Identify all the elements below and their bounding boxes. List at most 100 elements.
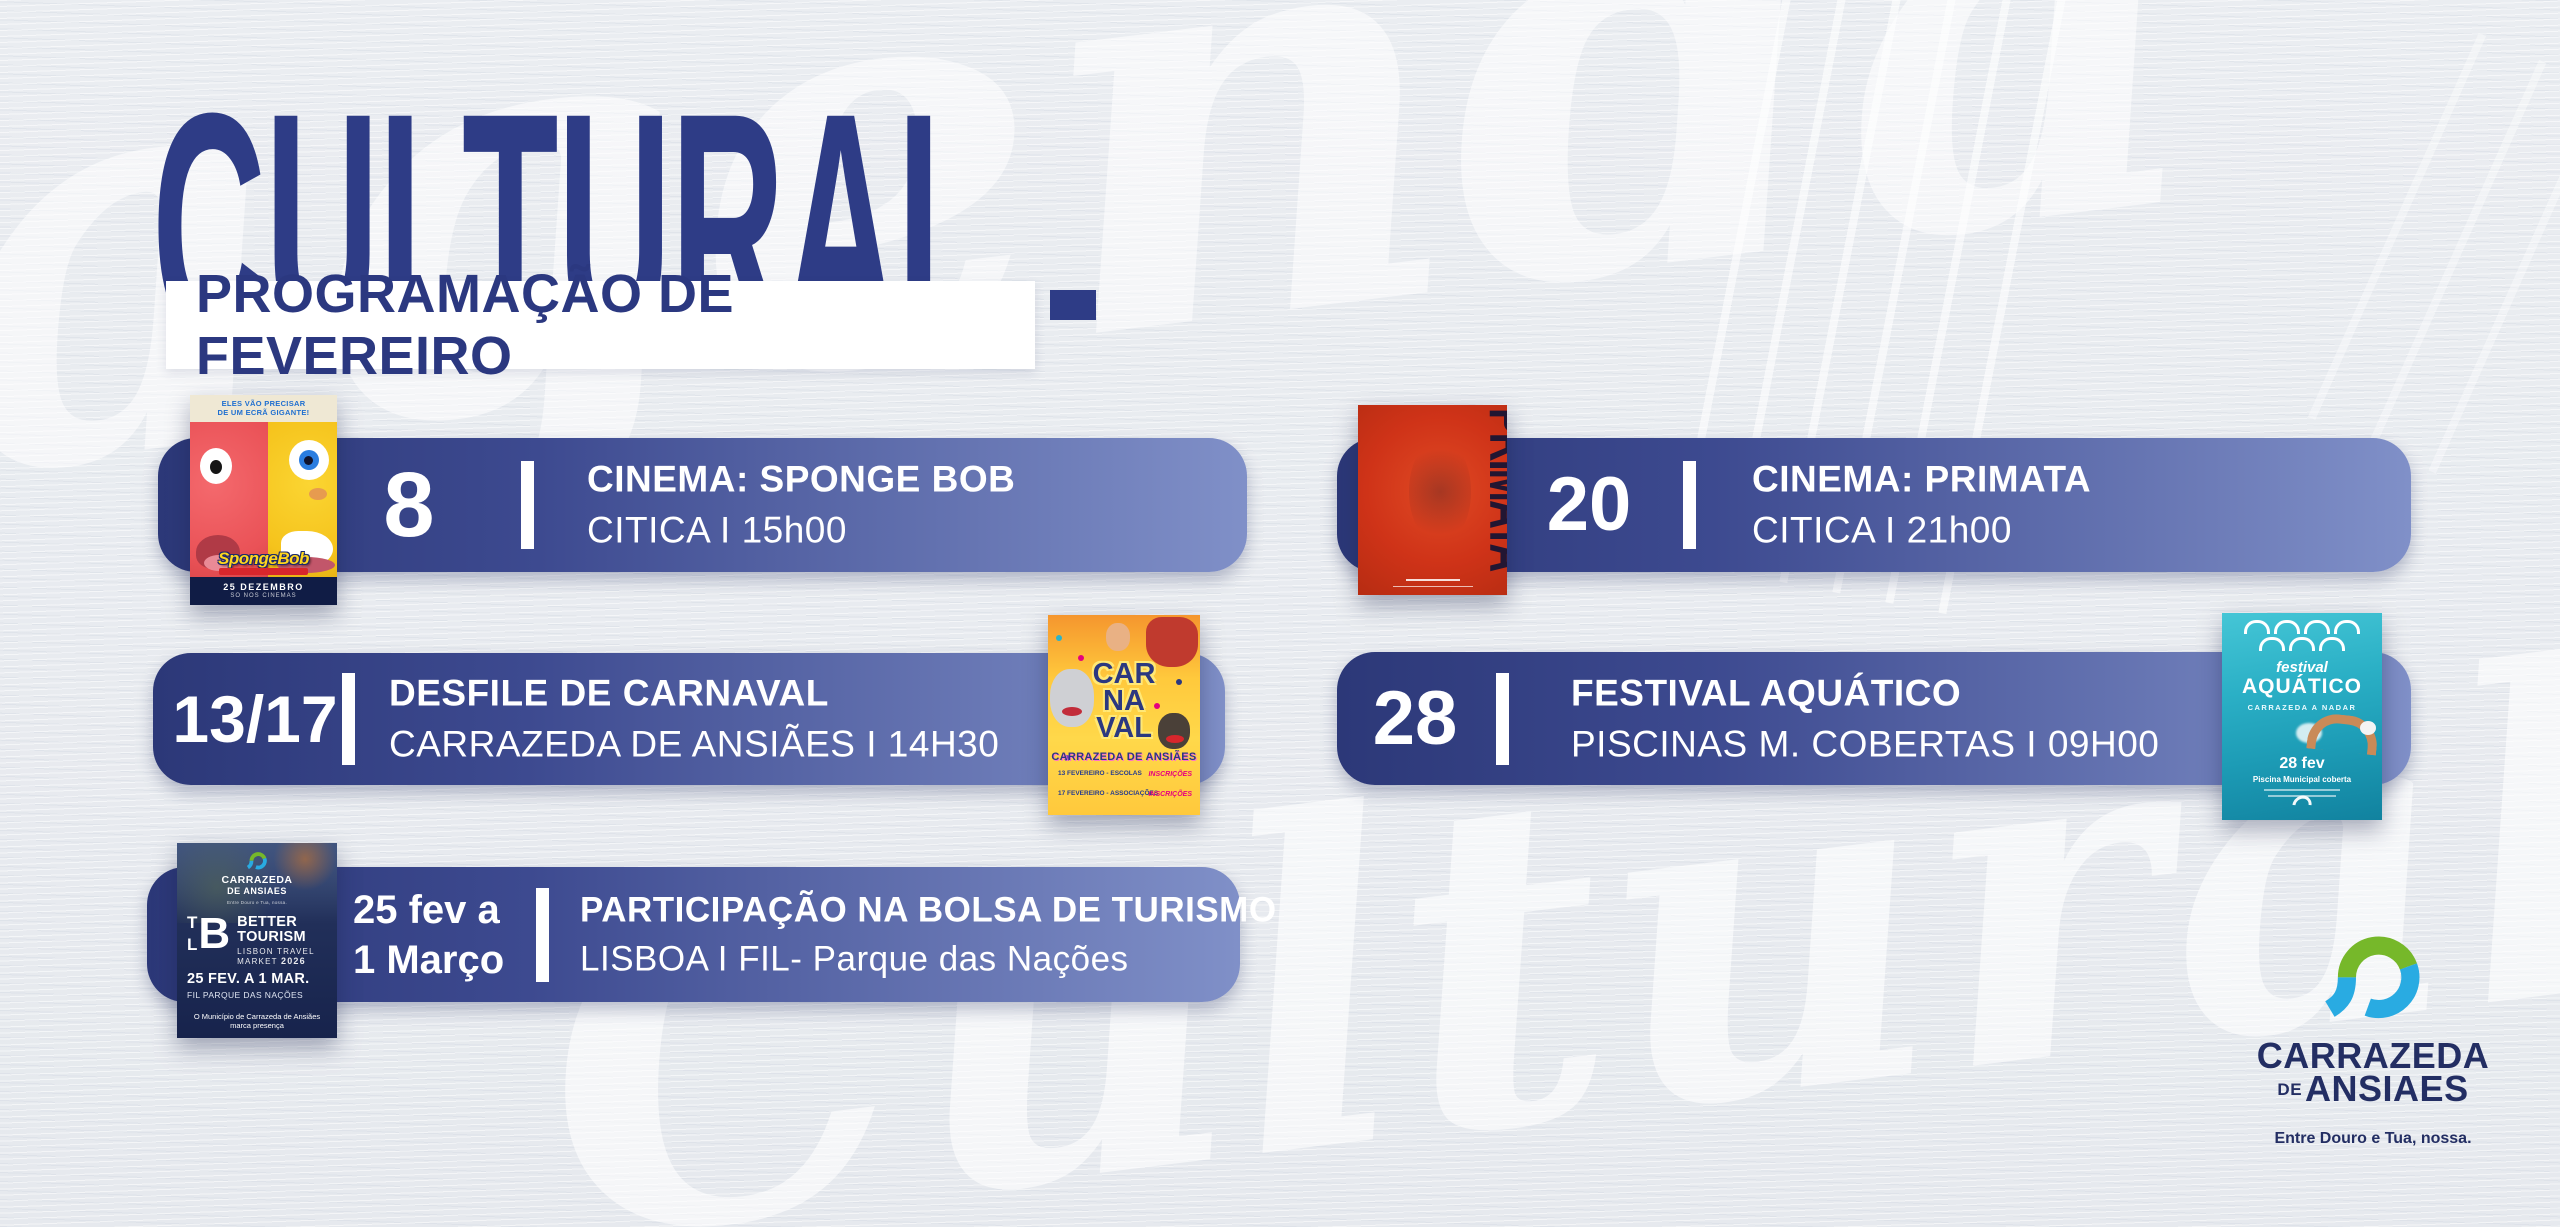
spongebob-logo-text: SpongeBob bbox=[218, 549, 309, 568]
poster-festival-aquatico: festival AQUÁTICO CARRAZEDA A NADAR 28 f… bbox=[2222, 613, 2382, 820]
carnaval-mask-dark bbox=[1158, 713, 1190, 749]
carnaval-title-val: VAL bbox=[1096, 712, 1152, 744]
aquatico-festival-word: festival bbox=[2276, 659, 2328, 676]
btl-letter-l: L bbox=[187, 935, 198, 954]
btl-footer: O Município de Carrazeda de Ansiães marc… bbox=[177, 1012, 337, 1030]
primata-monkey-shadow bbox=[1408, 439, 1472, 544]
poster-btl: CARRAZEDA DE ANSIAES Entre Douro e Tua, … bbox=[177, 843, 337, 1038]
event-date: 13/17 bbox=[172, 682, 338, 756]
primata-title-vertical: PRIMATA bbox=[1476, 407, 1507, 571]
poster-sponge-tagline: ELES VÃO PRECISAR DE UM ECRÃ GIGANTE! bbox=[190, 395, 337, 426]
event-title: CINEMA: SPONGE BOB bbox=[587, 458, 1016, 500]
separator-bar bbox=[1496, 672, 1509, 765]
event-details: CARRAZEDA DE ANSIÃES I 14H30 bbox=[389, 723, 1000, 765]
carnaval-title-car: CAR bbox=[1092, 658, 1156, 690]
aquatico-subtitle: CARRAZEDA A NADAR bbox=[2247, 703, 2357, 712]
btl-photo-background bbox=[177, 843, 337, 923]
poster-sponge-tagline-line1: ELES VÃO PRECISAR bbox=[221, 399, 306, 408]
brand-name-ansiaes: DEANSIAES bbox=[2250, 1071, 2496, 1107]
confetti-dot bbox=[1154, 703, 1160, 709]
wave-pattern bbox=[2226, 619, 2378, 653]
btl-org-tagline: Entre Douro e Tua, nossa. bbox=[226, 900, 288, 905]
btl-letter-t: T bbox=[187, 913, 198, 932]
event-text: FESTIVAL AQUÁTICO PISCINAS M. COBERTAS I… bbox=[1571, 672, 2159, 765]
aquatico-title: AQUÁTICO bbox=[2242, 675, 2362, 698]
event-details: CITICA I 21h00 bbox=[1752, 509, 2012, 551]
spongebob-pupil bbox=[304, 456, 313, 465]
subtitle-box: PROGRAMAÇÃO DE FEVEREIRO bbox=[166, 264, 1035, 386]
confetti-dot bbox=[1056, 635, 1062, 641]
municipality-logo: CARRAZEDA DEANSIAES Entre Douro e Tua, n… bbox=[2250, 932, 2496, 1148]
confetti-dot bbox=[1176, 679, 1182, 685]
swimmer-illustration bbox=[2296, 709, 2380, 756]
event-title: CINEMA: PRIMATA bbox=[1752, 458, 2092, 500]
carnaval-mask-grey bbox=[1050, 669, 1094, 727]
btl-org-name2: DE ANSIAES bbox=[227, 886, 287, 896]
subtitle-text: PROGRAMAÇÃO DE FEVEREIRO bbox=[196, 264, 735, 386]
event-date-line2: 1 Março bbox=[353, 937, 505, 982]
btl-dates: 25 FEV. A 1 MAR. bbox=[187, 971, 310, 987]
poster-sponge-footer: 25 DEZEMBRO SÓ NOS CINEMAS bbox=[190, 577, 337, 605]
confetti-dot bbox=[1064, 755, 1070, 761]
carrazeda-logo-icon bbox=[2324, 936, 2420, 1019]
separator-bar bbox=[342, 673, 355, 765]
carnaval-venue: CARRAZEDA DE ANSIÃES bbox=[1051, 751, 1197, 763]
event-date: 20 bbox=[1546, 462, 1632, 547]
patrick-pupil bbox=[210, 460, 222, 474]
btl-better: BETTER bbox=[237, 914, 297, 930]
event-date: 25 fev a 1 Março bbox=[353, 885, 553, 985]
poster-sponge-cinemas: SÓ NOS CINEMAS bbox=[230, 593, 297, 599]
aquatico-venue: Piscina Municipal coberta bbox=[2252, 775, 2352, 784]
spongebob-cheek bbox=[309, 488, 327, 500]
swim-cap bbox=[2360, 721, 2376, 735]
event-row-carnaval: 13/17 DESFILE DE CARNAVAL CARRAZEDA DE A… bbox=[153, 653, 1225, 785]
btl-letter-b: B bbox=[198, 909, 231, 958]
patrick-tongue bbox=[204, 555, 234, 571]
subtitle-accent-square bbox=[1050, 290, 1096, 320]
poster-sponge-bob: ELES VÃO PRECISAR DE UM ECRÃ GIGANTE! Sp… bbox=[190, 395, 337, 605]
separator-bar bbox=[521, 461, 534, 549]
event-title: PARTICIPAÇÃO NA BOLSA DE TURISMO bbox=[580, 890, 1277, 929]
carnaval-mask-grey-mouth bbox=[1062, 707, 1082, 716]
poster-sponge-artwork bbox=[190, 422, 337, 577]
spongebob-red-banner bbox=[219, 568, 308, 575]
event-text: PARTICIPAÇÃO NA BOLSA DE TURISMO LISBOA … bbox=[580, 890, 1277, 979]
event-details: PISCINAS M. COBERTAS I 09H00 bbox=[1571, 723, 2160, 764]
confetti-dot bbox=[1078, 655, 1084, 661]
carnaval-puppet-head bbox=[1106, 623, 1130, 651]
carnaval-title-na: NA bbox=[1103, 685, 1145, 717]
btl-market: MARKET bbox=[237, 957, 281, 966]
poster-sponge-tagline-line2: DE UM ECRÃ GIGANTE! bbox=[217, 408, 310, 417]
event-text: DESFILE DE CARNAVAL CARRAZEDA DE ANSIÃES… bbox=[389, 673, 999, 766]
btl-footer-line2: marca presença bbox=[230, 1021, 284, 1030]
btl-footer-line1: O Município de Carrazeda de Ansiães bbox=[193, 1012, 321, 1021]
aquatico-session-line bbox=[2264, 789, 2340, 791]
btl-venue: FIL PARQUE DAS NAÇÕES bbox=[187, 990, 304, 1000]
btl-year: 2026 bbox=[281, 956, 306, 966]
btl-org-name1: CARRAZEDA bbox=[221, 874, 293, 886]
btl-wordmark: BETTER TOURISM LISBON TRAVEL MARKET 2026 bbox=[237, 913, 315, 967]
brand-de: DE bbox=[2277, 1080, 2303, 1099]
btl-tourism: TOURISM bbox=[237, 929, 306, 945]
brand-ansiaes: ANSIAES bbox=[2305, 1068, 2469, 1109]
aquatico-date: 28 fev bbox=[2279, 755, 2325, 772]
btl-market-year: MARKET 2026 bbox=[237, 956, 315, 966]
event-text: CINEMA: PRIMATA CITICA I 21h00 bbox=[1752, 459, 2091, 552]
aquatico-session-line bbox=[2268, 795, 2336, 797]
poster-primata: PRIMATA bbox=[1358, 405, 1507, 595]
btl-logo-icon: T L B bbox=[187, 909, 231, 958]
event-date: 28 bbox=[1372, 675, 1458, 761]
carrazeda-mini-logo-icon bbox=[246, 852, 267, 870]
carnaval-schedule-line2: 17 FEVEREIRO - ASSOCIAÇÕES bbox=[1058, 790, 1159, 797]
event-row-primata: 20 CINEMA: PRIMATA CITICA I 21h00 bbox=[1337, 438, 2411, 572]
brand-tagline: Entre Douro e Tua, nossa. bbox=[2274, 1130, 2472, 1147]
carnaval-badge-inscricoes: INSCRIÇÕES bbox=[1148, 771, 1192, 778]
separator-bar bbox=[536, 887, 549, 982]
event-title: FESTIVAL AQUÁTICO bbox=[1571, 672, 1962, 713]
carnaval-badge-inscricoes: INSCRIÇÕES bbox=[1148, 791, 1192, 798]
primata-credit-line bbox=[1392, 585, 1473, 587]
event-text: CINEMA: SPONGE BOB CITICA I 15h00 bbox=[587, 459, 1015, 552]
btl-logo-row: T L B BETTER TOURISM LISBON TRAVEL MARKE… bbox=[187, 909, 315, 967]
